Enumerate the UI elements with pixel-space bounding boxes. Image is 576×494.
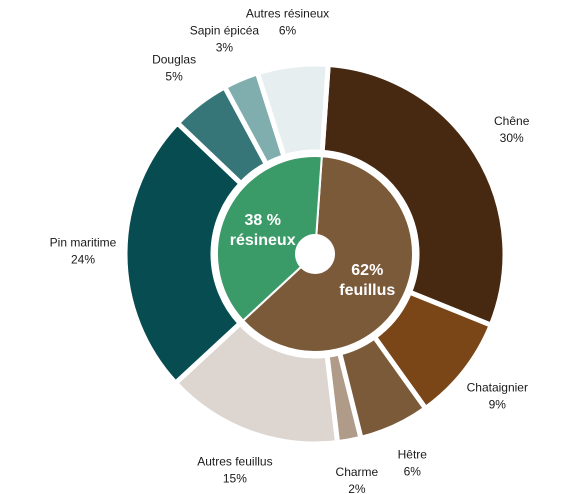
inner-label-resineux: 38 % résineux [230, 212, 296, 249]
inner-labels: 62% feuillus 38 % résineux [230, 212, 396, 299]
label-chene: Chêne 30% [494, 114, 530, 145]
outer-labels: Chêne 30% Chataignier 9% Hêtre 6% Charme 2% Autr… [50, 7, 530, 494]
outer-ring [122, 61, 508, 447]
slice-chene [319, 61, 508, 328]
slice-resineux [215, 155, 323, 323]
label-douglas: Douglas 5% [152, 53, 196, 84]
label-autres-feuillus: Autres feuillus 15% [197, 455, 272, 486]
slice-autres-resineux [255, 61, 331, 160]
slice-feuillus [241, 155, 414, 353]
inner-ring [215, 155, 414, 353]
label-charme: Charme 2% [336, 465, 379, 494]
slice-pin-maritime [122, 120, 244, 386]
label-autres-resineux: Autres résineux 6% [246, 7, 329, 38]
label-hetre: Hêtre 6% [398, 448, 428, 479]
label-sapin-epicea: Sapin épicéa 3% [190, 23, 260, 54]
inner-label-feuillus: 62% feuillus [339, 262, 395, 299]
label-pin-maritime: Pin maritime 24% [50, 235, 117, 266]
label-chataignier: Chataignier 9% [467, 381, 528, 412]
